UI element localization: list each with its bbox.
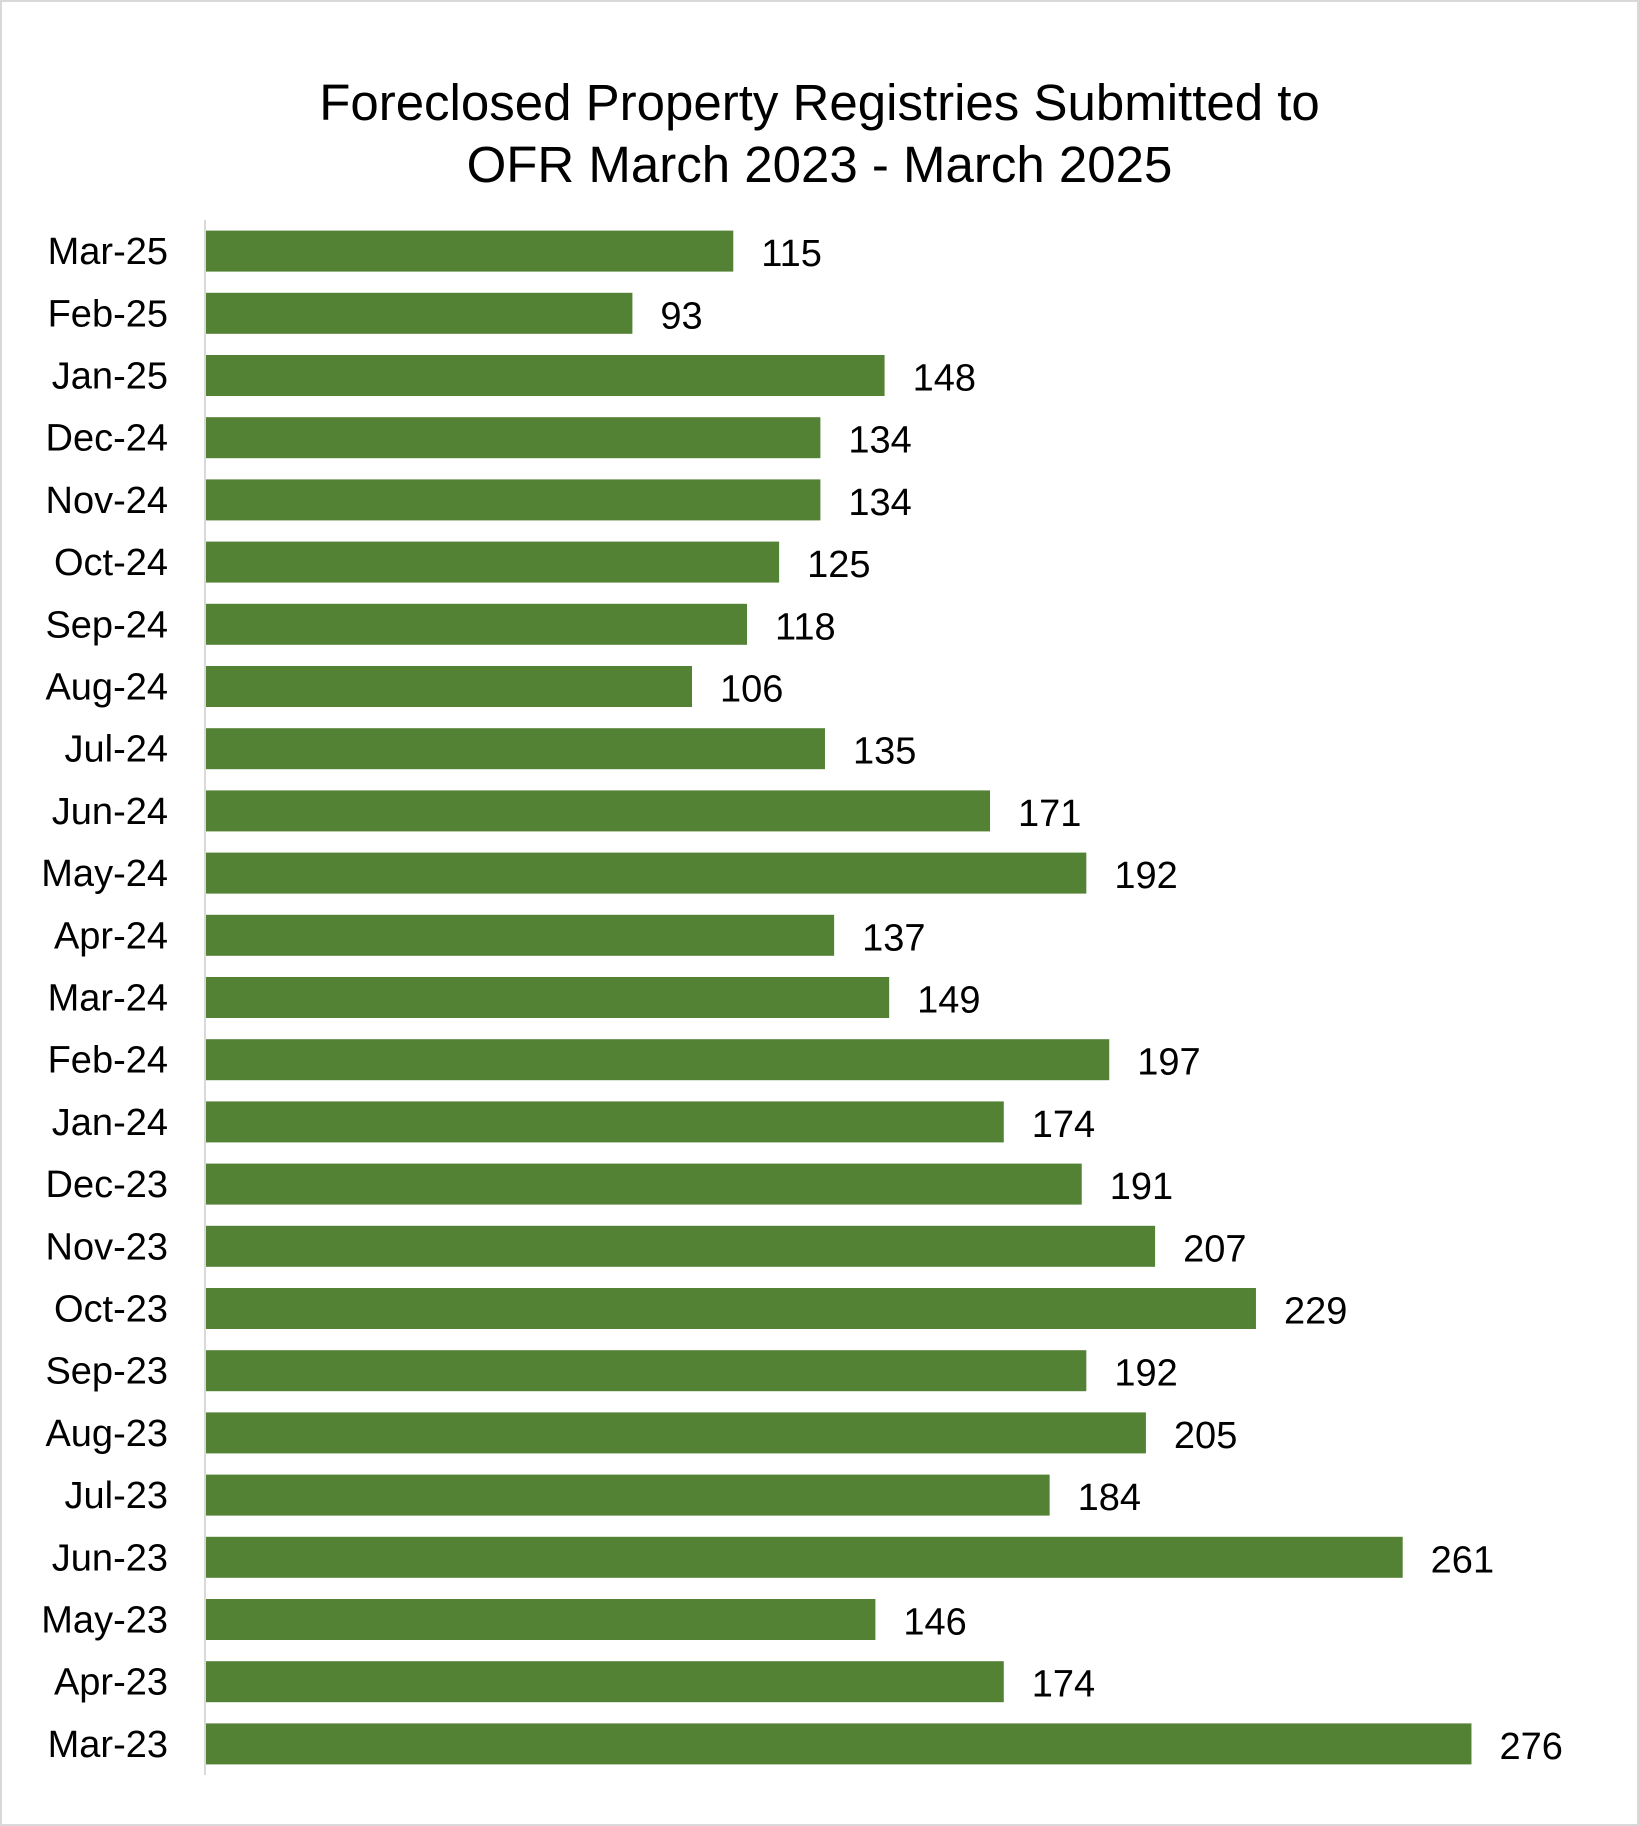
category-label-apr-24: Apr-24 xyxy=(54,915,168,957)
category-label-aug-24: Aug-24 xyxy=(45,667,168,709)
bar-sep-23 xyxy=(206,1350,1087,1392)
bar-apr-23 xyxy=(206,1661,1004,1703)
bar-aug-23 xyxy=(206,1412,1146,1454)
category-label-aug-23: Aug-23 xyxy=(45,1413,168,1455)
value-label-jul-23: 184 xyxy=(1078,1477,1141,1519)
bar-may-23 xyxy=(206,1599,876,1640)
bar-jul-24 xyxy=(206,728,825,770)
category-label-jul-24: Jul-24 xyxy=(65,729,169,771)
bar-mar-23 xyxy=(206,1723,1472,1765)
bar-mar-25 xyxy=(206,230,734,272)
chart-title-line-1: Foreclosed Property Registries Submitted… xyxy=(319,74,1320,131)
value-label-apr-24: 137 xyxy=(862,917,925,959)
value-label-dec-23: 191 xyxy=(1110,1166,1173,1208)
category-label-jan-25: Jan-25 xyxy=(52,356,168,398)
bar-jun-24 xyxy=(206,790,991,832)
value-label-jan-24: 174 xyxy=(1032,1104,1095,1146)
category-label-may-24: May-24 xyxy=(41,853,168,895)
bar-jun-23 xyxy=(206,1536,1403,1578)
bar-feb-24 xyxy=(206,1039,1110,1081)
category-label-feb-24: Feb-24 xyxy=(48,1040,168,1082)
chart-title-line-2: OFR March 2023 - March 2025 xyxy=(466,136,1173,193)
bar-dec-24 xyxy=(206,417,821,459)
category-label-apr-23: Apr-23 xyxy=(54,1662,168,1704)
value-label-feb-25: 93 xyxy=(660,295,702,337)
category-label-dec-24: Dec-24 xyxy=(46,418,169,460)
bar-feb-25 xyxy=(206,292,633,334)
bars-group xyxy=(206,230,1472,1765)
value-label-feb-24: 197 xyxy=(1137,1042,1200,1084)
bar-jan-24 xyxy=(206,1101,1004,1143)
category-label-dec-23: Dec-23 xyxy=(46,1164,169,1206)
value-labels-group: 1159314813413412511810613517119213714919… xyxy=(660,233,1562,1768)
category-label-jun-24: Jun-24 xyxy=(52,791,168,833)
bar-sep-24 xyxy=(206,603,748,645)
chart-title: Foreclosed Property Registries Submitted… xyxy=(0,72,1639,196)
category-label-mar-25: Mar-25 xyxy=(48,231,168,273)
category-label-feb-25: Feb-25 xyxy=(48,293,168,335)
value-label-apr-23: 174 xyxy=(1032,1664,1095,1706)
bar-dec-23 xyxy=(206,1163,1082,1205)
bar-jul-23 xyxy=(206,1474,1050,1516)
value-label-jun-24: 171 xyxy=(1018,793,1081,835)
bar-apr-24 xyxy=(206,914,835,956)
value-label-may-24: 192 xyxy=(1114,855,1177,897)
value-label-may-23: 146 xyxy=(903,1602,966,1644)
bar-mar-24 xyxy=(206,977,890,1018)
category-label-oct-23: Oct-23 xyxy=(54,1289,168,1331)
value-label-nov-24: 134 xyxy=(848,482,911,524)
category-label-mar-24: Mar-24 xyxy=(48,978,168,1020)
value-label-aug-24: 106 xyxy=(720,669,783,711)
bar-nov-24 xyxy=(206,479,821,521)
value-label-oct-23: 229 xyxy=(1284,1291,1347,1333)
category-label-jul-23: Jul-23 xyxy=(65,1475,169,1517)
category-label-jun-23: Jun-23 xyxy=(52,1537,168,1579)
value-label-oct-24: 125 xyxy=(807,544,870,586)
category-label-sep-23: Sep-23 xyxy=(45,1351,168,1393)
bar-may-24 xyxy=(206,852,1087,894)
bar-jan-25 xyxy=(206,355,885,396)
bar-oct-24 xyxy=(206,541,780,583)
bar-oct-23 xyxy=(206,1288,1256,1329)
bar-nov-23 xyxy=(206,1225,1156,1267)
value-label-jul-24: 135 xyxy=(853,731,916,773)
value-label-nov-23: 207 xyxy=(1183,1228,1246,1270)
category-label-may-23: May-23 xyxy=(41,1600,168,1642)
category-label-sep-24: Sep-24 xyxy=(45,604,168,646)
category-label-jan-24: Jan-24 xyxy=(52,1102,168,1144)
category-label-mar-23: Mar-23 xyxy=(48,1724,168,1766)
bar-aug-24 xyxy=(206,666,693,707)
value-label-aug-23: 205 xyxy=(1174,1415,1237,1457)
value-label-mar-23: 276 xyxy=(1499,1726,1562,1768)
value-label-dec-24: 134 xyxy=(848,420,911,462)
value-label-mar-24: 149 xyxy=(917,980,980,1022)
value-label-sep-24: 118 xyxy=(775,606,836,648)
category-label-oct-24: Oct-24 xyxy=(54,542,168,584)
category-labels-group: Mar-25 Feb-25 Jan-25 Dec-24 Nov-24 Oct-24 Sep-… xyxy=(41,231,168,1766)
value-label-jan-25: 148 xyxy=(913,358,976,400)
value-label-jun-23: 261 xyxy=(1431,1539,1494,1581)
category-label-nov-23: Nov-23 xyxy=(46,1226,169,1268)
value-label-mar-25: 115 xyxy=(761,233,822,275)
value-label-sep-23: 192 xyxy=(1114,1353,1177,1395)
category-label-nov-24: Nov-24 xyxy=(46,480,169,522)
